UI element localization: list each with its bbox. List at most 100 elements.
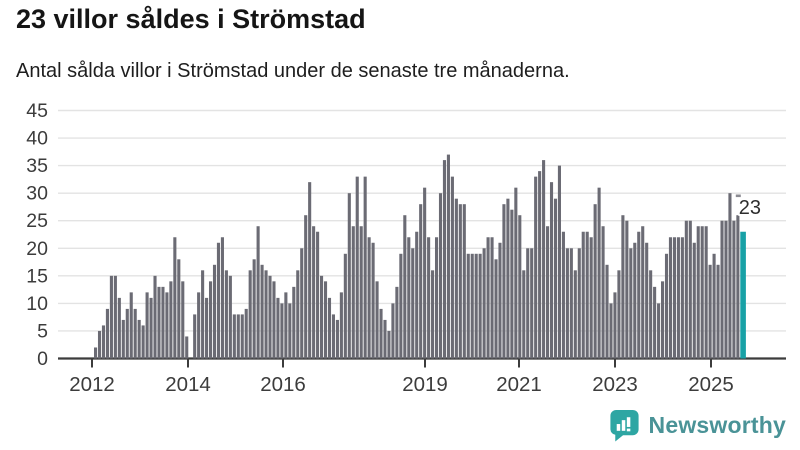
y-tick-label: 25 [26, 210, 48, 232]
bar [212, 264, 217, 359]
bar [680, 237, 684, 359]
bar [546, 226, 550, 359]
bar [157, 286, 161, 359]
bar [557, 165, 561, 359]
bar [684, 220, 688, 359]
bar [236, 314, 240, 359]
bar [581, 231, 585, 359]
bar [268, 275, 272, 359]
x-tick-label: 2014 [165, 373, 211, 396]
bar [296, 270, 300, 359]
x-tick-label: 2019 [402, 373, 448, 396]
bar [625, 220, 629, 359]
x-tick-label: 2025 [688, 373, 734, 396]
bar [244, 308, 248, 359]
bar [284, 292, 288, 359]
bar [97, 330, 102, 359]
chart-subtitle: Antal sålda villor i Strömstad under de … [16, 60, 570, 82]
bar [149, 297, 153, 359]
bar [220, 237, 224, 359]
bar [676, 237, 680, 359]
bar [538, 171, 542, 359]
bar [355, 176, 359, 359]
bar [458, 204, 462, 359]
bar [589, 237, 593, 359]
bar [732, 220, 736, 359]
bar [181, 281, 185, 359]
bar [434, 237, 439, 359]
bar [395, 286, 399, 359]
bar [117, 297, 121, 359]
bar [371, 242, 375, 359]
bar [645, 242, 649, 359]
bar [664, 253, 669, 359]
bar [549, 182, 554, 359]
bar [553, 198, 558, 359]
latest-value-label: 23 [739, 197, 761, 219]
bar [510, 209, 514, 359]
bar [494, 259, 498, 359]
bar [288, 303, 292, 359]
bar [657, 303, 661, 359]
bar [228, 275, 232, 359]
bar [323, 281, 328, 359]
bar [316, 231, 320, 359]
bar [649, 270, 653, 359]
bar [474, 253, 478, 359]
bar [704, 226, 708, 359]
bar [601, 226, 605, 359]
bar [431, 270, 435, 359]
bar [534, 176, 538, 359]
bar [165, 292, 169, 359]
bar [573, 270, 577, 359]
y-tick-label: 0 [37, 348, 48, 370]
bar [482, 248, 486, 359]
bar [423, 187, 427, 359]
x-tick-label: 2023 [592, 373, 638, 396]
bar [736, 215, 740, 359]
bar [427, 237, 431, 359]
bar [335, 319, 339, 359]
chart-title: 23 villor såldes i Strömstad [16, 4, 366, 34]
bar [403, 215, 407, 359]
bar [470, 253, 474, 359]
bar [438, 193, 443, 359]
bar [419, 204, 423, 359]
y-tick-label: 45 [26, 100, 48, 122]
bar [252, 259, 256, 359]
bar [197, 292, 201, 359]
bar [613, 292, 617, 359]
logo-exclamation-dot [626, 428, 630, 432]
annotation-dash [735, 194, 741, 198]
bar [700, 226, 704, 359]
bar [94, 347, 98, 359]
bar [724, 220, 728, 359]
bar [514, 187, 518, 359]
newsworthy-icon [609, 409, 639, 442]
bar [347, 193, 351, 359]
bar [141, 325, 145, 359]
bar [415, 231, 419, 359]
bar [129, 292, 133, 359]
bar [692, 242, 696, 359]
y-tick-label: 35 [26, 155, 48, 177]
bar [522, 270, 526, 359]
bar [133, 308, 137, 359]
bar [137, 319, 141, 359]
bar [502, 204, 506, 359]
logo-exclamation-stem [626, 417, 630, 427]
y-tick-label: 20 [26, 238, 48, 260]
bar [661, 281, 665, 359]
y-tick-label: 40 [26, 128, 48, 150]
bar [280, 303, 284, 359]
x-tick-label: 2021 [496, 373, 542, 396]
bar [609, 303, 613, 359]
bar [411, 248, 415, 359]
bar [708, 264, 712, 359]
bar [331, 314, 335, 359]
highlighted-latest-bar [740, 231, 746, 359]
bar [577, 248, 581, 359]
bar [339, 292, 343, 359]
bar [308, 182, 312, 359]
